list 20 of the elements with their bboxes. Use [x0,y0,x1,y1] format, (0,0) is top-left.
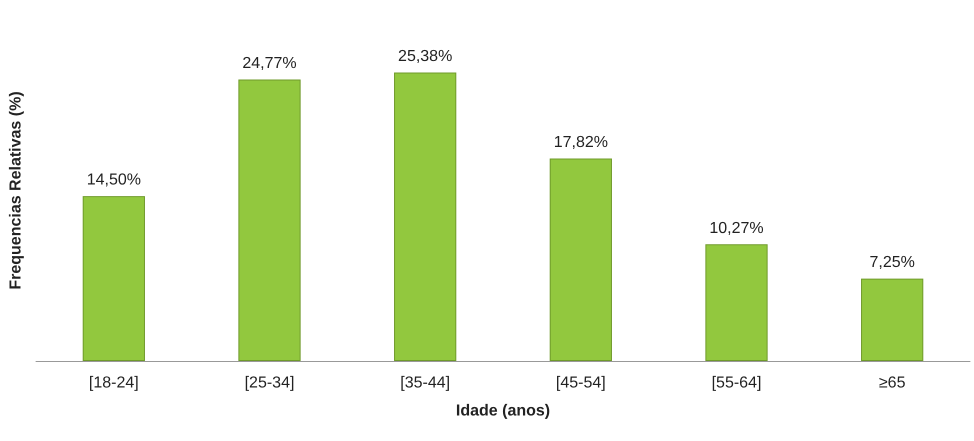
bar [550,158,612,361]
x-tick-label: [35-44] [400,374,450,392]
y-axis-title: Frequencias Relativas (%) [8,91,24,290]
bar [82,196,145,361]
x-tick-label: [25-34] [244,374,294,392]
data-label: 14,50% [86,172,141,189]
x-tick-label: [55-64] [712,374,762,392]
bar [861,278,924,361]
data-label: 24,77% [242,54,297,72]
x-tick-label: [45-54] [556,374,606,392]
data-label: 7,25% [869,254,915,272]
data-label: 25,38% [398,48,452,66]
data-label: 10,27% [709,220,764,237]
x-tick-label: ≥65 [878,374,906,392]
x-tick-label: [18-24] [88,374,139,392]
x-axis-title: Idade (anos) [456,402,550,420]
bar [394,72,456,361]
data-label: 17,82% [554,134,608,151]
bar [238,79,301,361]
bar [705,244,768,361]
